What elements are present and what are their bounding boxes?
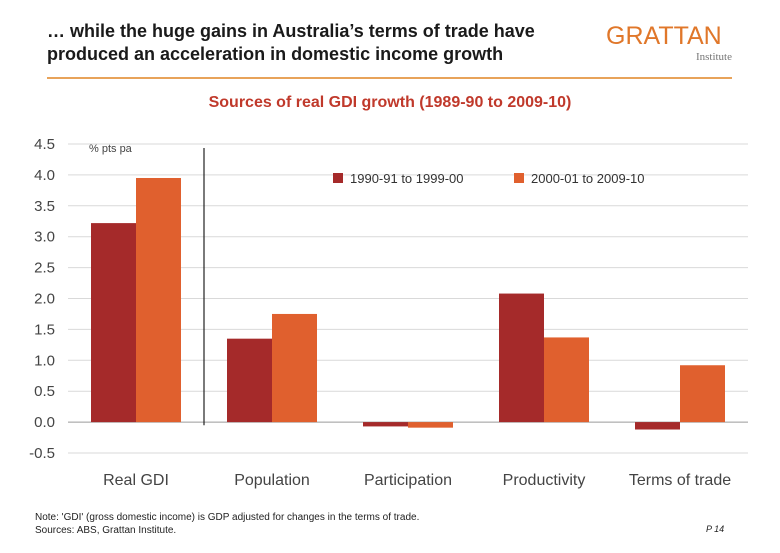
y-tick-label: 3.5: [34, 198, 55, 215]
y-tick-label: 1.0: [34, 352, 55, 369]
logo-main-text: GRATTAN: [606, 22, 722, 50]
chart-title: Sources of real GDI growth (1989-90 to 2…: [208, 94, 572, 111]
y-tick-label: 0.5: [34, 383, 55, 400]
bar-4-0: [635, 422, 680, 430]
y-tick-label: 0.0: [34, 414, 55, 431]
footnote-note: Note: 'GDI' (gross domestic income) is G…: [35, 512, 420, 523]
headline-line-1: … while the huge gains in Australia’s te…: [47, 21, 535, 41]
bar-2-1: [408, 422, 453, 428]
x-category-label: Participation: [364, 472, 452, 489]
legend-label: 1990-91 to 1999-00: [350, 171, 463, 186]
page-number: P 14: [706, 524, 725, 534]
bar-4-1: [680, 365, 725, 423]
legend-swatch: [514, 173, 524, 183]
x-category-label: Population: [234, 472, 310, 489]
grattan-logo: GRATTAN Institute: [606, 22, 732, 67]
bar-3-0: [499, 293, 544, 423]
y-tick-label: -0.5: [29, 445, 55, 462]
bar-0-0: [91, 223, 136, 423]
footnote: Note: 'GDI' (gross domestic income) is G…: [35, 511, 419, 537]
y-axis-unit-label: % pts pa: [89, 143, 133, 155]
headline-line-2: produced an acceleration in domestic inc…: [47, 44, 504, 64]
bar-1-1: [272, 313, 317, 423]
y-tick-label: 4.5: [34, 136, 55, 153]
y-tick-label: 1.5: [34, 321, 55, 338]
x-category-label: Productivity: [503, 472, 586, 489]
logo-sub-text: Institute: [695, 51, 732, 63]
bar-2-0: [363, 422, 408, 427]
bar-0-1: [136, 177, 181, 423]
y-tick-label: 3.0: [34, 229, 55, 246]
x-category-label: Terms of trade: [629, 472, 731, 489]
bar-3-1: [544, 337, 589, 423]
page-headline: … while the huge gains in Australia’s te…: [47, 20, 607, 66]
bar-1-0: [227, 338, 272, 423]
x-category-label: Real GDI: [103, 472, 169, 489]
legend-swatch: [333, 173, 343, 183]
footnote-sources: Sources: ABS, Grattan Institute.: [35, 525, 177, 536]
y-tick-label: 4.0: [34, 167, 55, 184]
header-divider: [47, 77, 732, 79]
y-tick-label: 2.0: [34, 291, 55, 308]
legend-label: 2000-01 to 2009-10: [531, 171, 644, 186]
y-tick-label: 2.5: [34, 260, 55, 277]
